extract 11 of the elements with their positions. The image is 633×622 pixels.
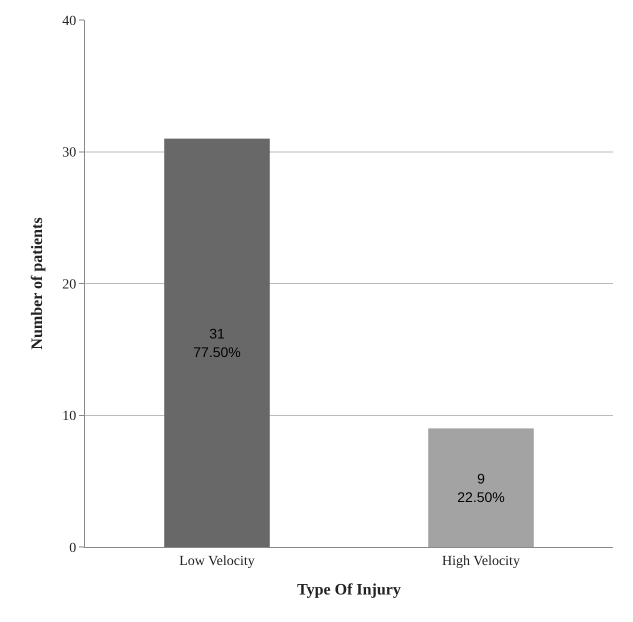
y-tick-label: 10 [62,409,76,424]
y-tick-label: 0 [69,540,76,556]
x-tick-label: Low Velocity [179,554,255,569]
x-tick-label: High Velocity [442,554,520,569]
data-label: 9 22.50% [457,470,505,505]
y-tick-label: 30 [62,146,76,161]
y-tick-label: 20 [62,277,76,292]
data-label: 31 77.50% [193,326,241,360]
y-tick-label: 40 [62,14,76,29]
y-axis-title: Number of patients [29,217,46,350]
x-axis-title: Type Of Injury [297,582,401,598]
